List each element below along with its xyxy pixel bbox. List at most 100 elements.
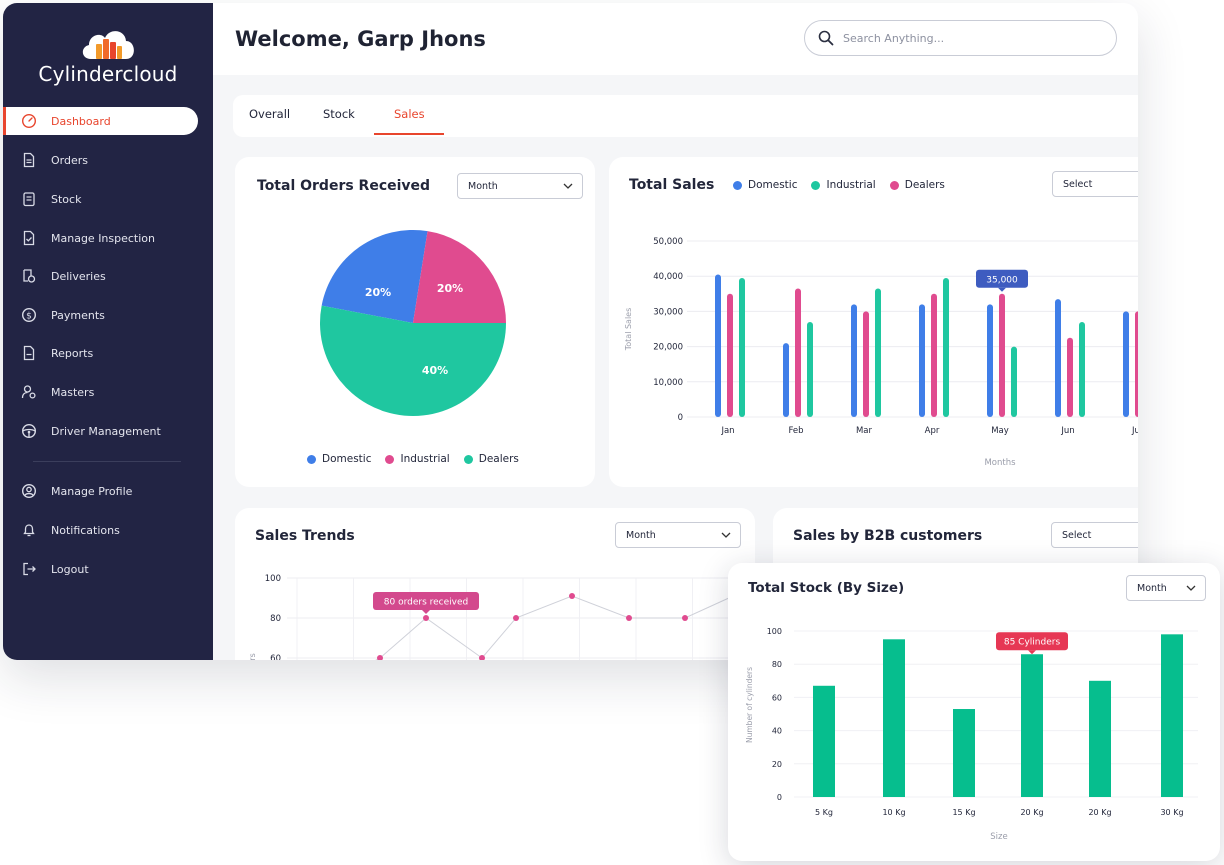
stock-bar-10kg[interactable]: [883, 639, 905, 797]
search-box[interactable]: [804, 20, 1117, 56]
bar-dealers-apr[interactable]: [943, 277, 949, 417]
legend-label: Domestic: [748, 179, 798, 191]
stock-tooltip-label: 85 Cylinders: [1004, 638, 1061, 648]
sidebar-item-stock[interactable]: Stock: [3, 185, 198, 213]
logout-icon: [23, 562, 36, 576]
stock-tooltip-bg: [996, 632, 1068, 651]
legend-dot: [463, 454, 473, 464]
x-axis-label: Size: [990, 832, 1007, 842]
bar-industrial-apr[interactable]: [931, 293, 937, 417]
trends-tooltip: 80 orders received: [373, 592, 479, 614]
trend-point[interactable]: [479, 655, 485, 660]
bar-domestic-jan[interactable]: [715, 274, 721, 417]
y-axis-label: orders: [248, 653, 257, 660]
pie-slice-industrial[interactable]: [413, 231, 506, 323]
pie-slice-domestic[interactable]: [321, 230, 428, 323]
sidebar-item-notifications[interactable]: Notifications: [3, 516, 198, 544]
stock-period-dropdown[interactable]: Month: [1126, 575, 1206, 601]
sidebar-item-manage-profile[interactable]: Manage Profile: [3, 477, 198, 505]
stock-bar-30kg[interactable]: [1161, 634, 1183, 797]
sidebar-item-deliveries[interactable]: Deliveries: [3, 262, 198, 290]
x-tick-label: Jun: [1060, 426, 1074, 436]
bar-dealers-may[interactable]: [1011, 346, 1017, 417]
sidebar-item-logout[interactable]: Logout: [3, 555, 198, 583]
x-tick-label: May: [991, 426, 1009, 436]
stock-bar-20kg[interactable]: [1021, 654, 1043, 797]
trend-point[interactable]: [682, 615, 688, 621]
trends-card-title: Sales Trends: [255, 528, 355, 544]
legend-domestic: Domestic: [733, 179, 797, 191]
bar-domestic-ju[interactable]: [1123, 311, 1129, 417]
legend-label: Dealers: [478, 453, 519, 465]
app-logo[interactable]: Cylindercloud: [3, 25, 213, 86]
pie-slice-label: 40%: [422, 364, 448, 377]
trend-line: [375, 591, 743, 660]
sidebar-item-orders[interactable]: Orders: [3, 146, 198, 174]
bar-industrial-jan[interactable]: [727, 293, 733, 417]
stock-bar-20kg[interactable]: [1089, 680, 1111, 797]
bar-industrial-jun[interactable]: [1067, 337, 1073, 417]
stock-bar-15kg[interactable]: [953, 709, 975, 797]
stock-bar-5kg[interactable]: [813, 685, 835, 797]
sidebar-item-manage-inspection[interactable]: Manage Inspection: [3, 224, 198, 252]
sales-tooltip-label: 35,000: [986, 275, 1018, 285]
sidebar-item-dashboard[interactable]: Dashboard: [3, 107, 198, 135]
trend-point[interactable]: [423, 615, 429, 621]
bar-industrial-feb[interactable]: [795, 288, 801, 417]
legend-label: Dealers: [904, 179, 945, 191]
tab-stock[interactable]: Stock: [323, 107, 355, 121]
search-input[interactable]: [843, 31, 1093, 45]
legend-label: Domestic: [322, 453, 372, 465]
sidebar-item-label: Logout: [51, 562, 89, 576]
y-tick-label: 60: [270, 654, 281, 660]
stock-card: Total Stock (By Size) Month 100 80 60 40 20 0…: [728, 563, 1220, 861]
tab-overall[interactable]: Overall: [249, 107, 291, 121]
trends-dropdown-value: Month: [626, 529, 656, 541]
bar-dealers-jan[interactable]: [739, 277, 745, 417]
sidebar-item-label: Driver Management: [51, 424, 161, 438]
sidebar-item-masters[interactable]: Masters: [3, 378, 198, 406]
y-tick-label: 100: [265, 574, 281, 584]
sidebar: Cylindercloud Dashboard Orders Stock Manage…: [3, 3, 213, 660]
orders-period-dropdown[interactable]: Month: [457, 173, 583, 199]
pie-slice-dealers[interactable]: [320, 305, 506, 416]
file-check-icon: [23, 230, 35, 246]
trend-point[interactable]: [569, 593, 575, 599]
trends-period-dropdown[interactable]: Month: [615, 522, 741, 548]
y-tick-label: 0: [678, 413, 683, 423]
bar-domestic-feb[interactable]: [783, 343, 789, 417]
sidebar-item-label: Manage Inspection: [51, 231, 156, 245]
bar-dealers-jun[interactable]: [1079, 321, 1085, 417]
orders-pie-chart: 20% 20% 40%: [320, 230, 506, 416]
trend-point[interactable]: [513, 615, 519, 621]
sidebar-item-payments[interactable]: $ Payments: [3, 301, 198, 329]
sidebar-item-reports[interactable]: Reports: [3, 339, 198, 367]
bar-industrial-may[interactable]: [999, 293, 1005, 417]
bar-industrial-mar[interactable]: [863, 311, 869, 417]
tab-sales[interactable]: Sales: [394, 107, 425, 121]
svg-text:$: $: [26, 312, 32, 322]
stock-bar-chart: 100 80 60 40 20 0 Number of cylinders Size 5 Kg 1…: [745, 627, 1198, 842]
bar-industrial-ju[interactable]: [1135, 311, 1138, 417]
sales-card-title: Total Sales: [629, 177, 715, 193]
y-tick-label: 40,000: [653, 272, 683, 282]
legend-dot: [811, 180, 821, 190]
sidebar-item-driver-management[interactable]: Driver Management: [3, 417, 198, 445]
sales-tooltip-pointer: [998, 287, 1006, 292]
report-icon: [23, 345, 35, 361]
trend-point[interactable]: [377, 655, 383, 660]
trend-point[interactable]: [626, 615, 632, 621]
document-icon: [23, 152, 35, 168]
sidebar-item-label: Stock: [51, 192, 82, 206]
bar-domestic-mar[interactable]: [851, 304, 857, 417]
header: Welcome, Garp Jhons: [213, 3, 1138, 75]
b2b-select-dropdown[interactable]: Select: [1051, 522, 1138, 548]
sales-trends-line-chart: 100 80 60 orders 80 orders received: [248, 574, 750, 660]
bar-domestic-jun[interactable]: [1055, 299, 1061, 417]
bar-dealers-mar[interactable]: [875, 288, 881, 417]
sales-select-dropdown[interactable]: Select: [1052, 171, 1138, 197]
bar-domestic-apr[interactable]: [919, 304, 925, 417]
sidebar-item-label: Masters: [51, 385, 95, 399]
bar-dealers-feb[interactable]: [807, 321, 813, 417]
bar-domestic-may[interactable]: [987, 304, 993, 417]
